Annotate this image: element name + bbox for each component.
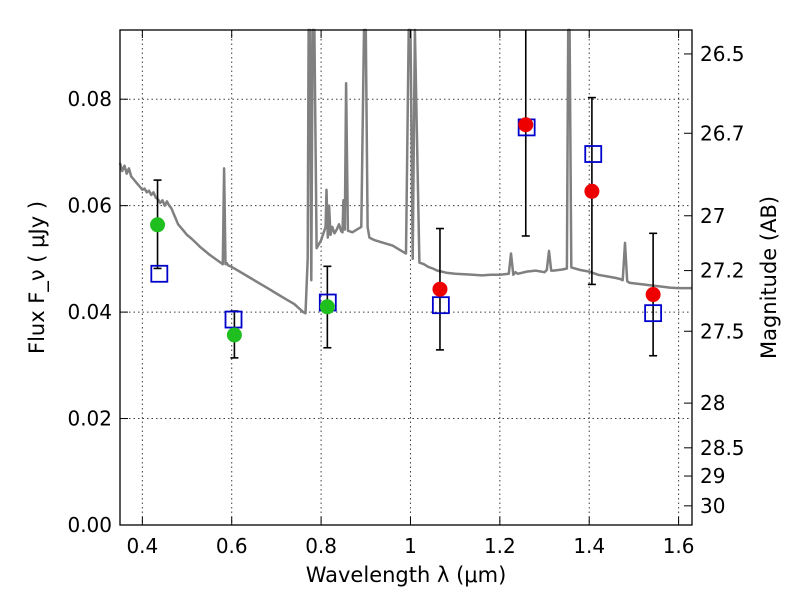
x-axis-label: Wavelength λ (μm) bbox=[306, 563, 507, 587]
photometry-point-red bbox=[432, 281, 448, 297]
x-tick-label: 1.4 bbox=[573, 534, 605, 558]
x-tick-label: 0.8 bbox=[305, 534, 337, 558]
right-tick-label: 27.2 bbox=[700, 259, 745, 283]
x-tick-label: 1 bbox=[404, 534, 417, 558]
model-spectrum-layer bbox=[118, 28, 692, 315]
right-tick-label: 27.5 bbox=[700, 319, 745, 343]
points-layer bbox=[150, 117, 663, 343]
photometry-point-red bbox=[645, 287, 661, 303]
photometry-point-red bbox=[518, 117, 534, 133]
y-tick-label: 0.06 bbox=[67, 194, 112, 218]
right-tick-label: 26.5 bbox=[700, 42, 745, 66]
right-tick-label: 29 bbox=[700, 464, 725, 488]
x-tick-label: 1.6 bbox=[663, 534, 695, 558]
y-tick-label: 0.02 bbox=[67, 407, 112, 431]
model-photometry-square bbox=[584, 145, 603, 163]
photometry-point-green bbox=[226, 327, 242, 343]
y-tick-label: 0.00 bbox=[67, 513, 112, 537]
model-photometry-square bbox=[644, 304, 663, 323]
photometry-point-green bbox=[150, 217, 166, 233]
right-axis-label: Magnitude (AB) bbox=[757, 196, 781, 359]
plot-frame bbox=[119, 29, 693, 526]
x-tick-label: 1.2 bbox=[484, 534, 516, 558]
photometry-point-green bbox=[319, 299, 335, 315]
axis-ticks: 0.4 0.6 0.8 1 1.2 1.4 1.6 0.00 0.02 0.04 0.06 0.08 2… bbox=[67, 30, 745, 558]
model-photometry-square bbox=[224, 310, 243, 329]
y-tick-label: 0.08 bbox=[67, 87, 112, 111]
model-photometry-square bbox=[150, 264, 169, 283]
model-photometry-square bbox=[431, 296, 450, 315]
right-tick-label: 27 bbox=[700, 204, 725, 228]
model-spectrum-line bbox=[118, 28, 692, 315]
y-axis-label: Flux F_ν ( μJy ) bbox=[25, 201, 50, 354]
errorbar-layer bbox=[153, 30, 658, 359]
right-tick-label: 28 bbox=[700, 391, 725, 415]
y-tick-label: 0.04 bbox=[67, 300, 112, 324]
right-tick-label: 26.7 bbox=[700, 121, 745, 145]
x-tick-label: 0.6 bbox=[216, 534, 248, 558]
photometry-point-red bbox=[584, 183, 600, 199]
right-tick-label: 30 bbox=[700, 494, 725, 518]
right-tick-label: 28.5 bbox=[700, 436, 745, 460]
x-tick-label: 0.4 bbox=[126, 534, 158, 558]
